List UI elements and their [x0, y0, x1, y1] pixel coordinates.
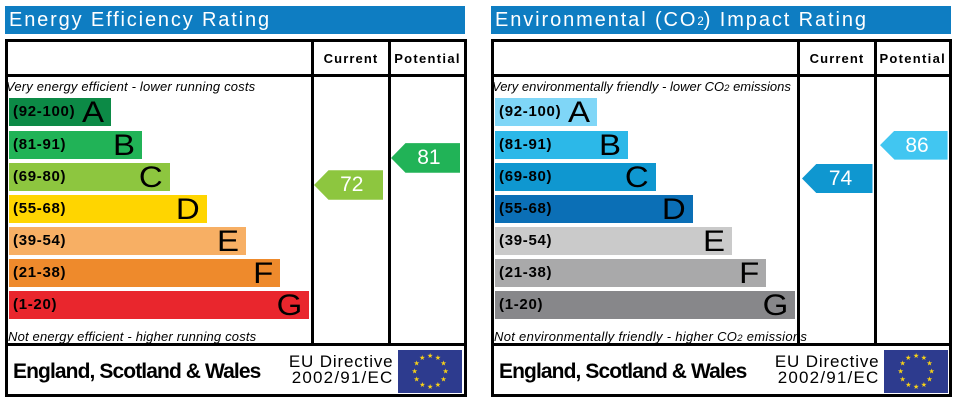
svg-text:★: ★: [414, 375, 420, 383]
svg-text:★: ★: [897, 368, 903, 376]
svg-text:★: ★: [905, 354, 911, 362]
svg-text:★: ★: [435, 381, 441, 389]
svg-text:★: ★: [926, 375, 932, 383]
svg-text:★: ★: [442, 368, 448, 376]
svg-text:★: ★: [900, 375, 906, 383]
svg-text:★: ★: [414, 360, 420, 368]
svg-text:★: ★: [419, 354, 425, 362]
svg-text:★: ★: [913, 383, 919, 391]
svg-text:★: ★: [900, 360, 906, 368]
svg-text:★: ★: [440, 375, 446, 383]
svg-text:★: ★: [928, 368, 934, 376]
svg-text:★: ★: [921, 354, 927, 362]
svg-text:★: ★: [905, 381, 911, 389]
svg-text:★: ★: [411, 368, 417, 376]
svg-text:★: ★: [440, 360, 446, 368]
svg-text:★: ★: [926, 360, 932, 368]
svg-text:★: ★: [427, 352, 433, 360]
svg-text:★: ★: [435, 354, 441, 362]
svg-text:★: ★: [921, 381, 927, 389]
svg-text:★: ★: [913, 352, 919, 360]
svg-text:★: ★: [427, 383, 433, 391]
svg-text:★: ★: [419, 381, 425, 389]
